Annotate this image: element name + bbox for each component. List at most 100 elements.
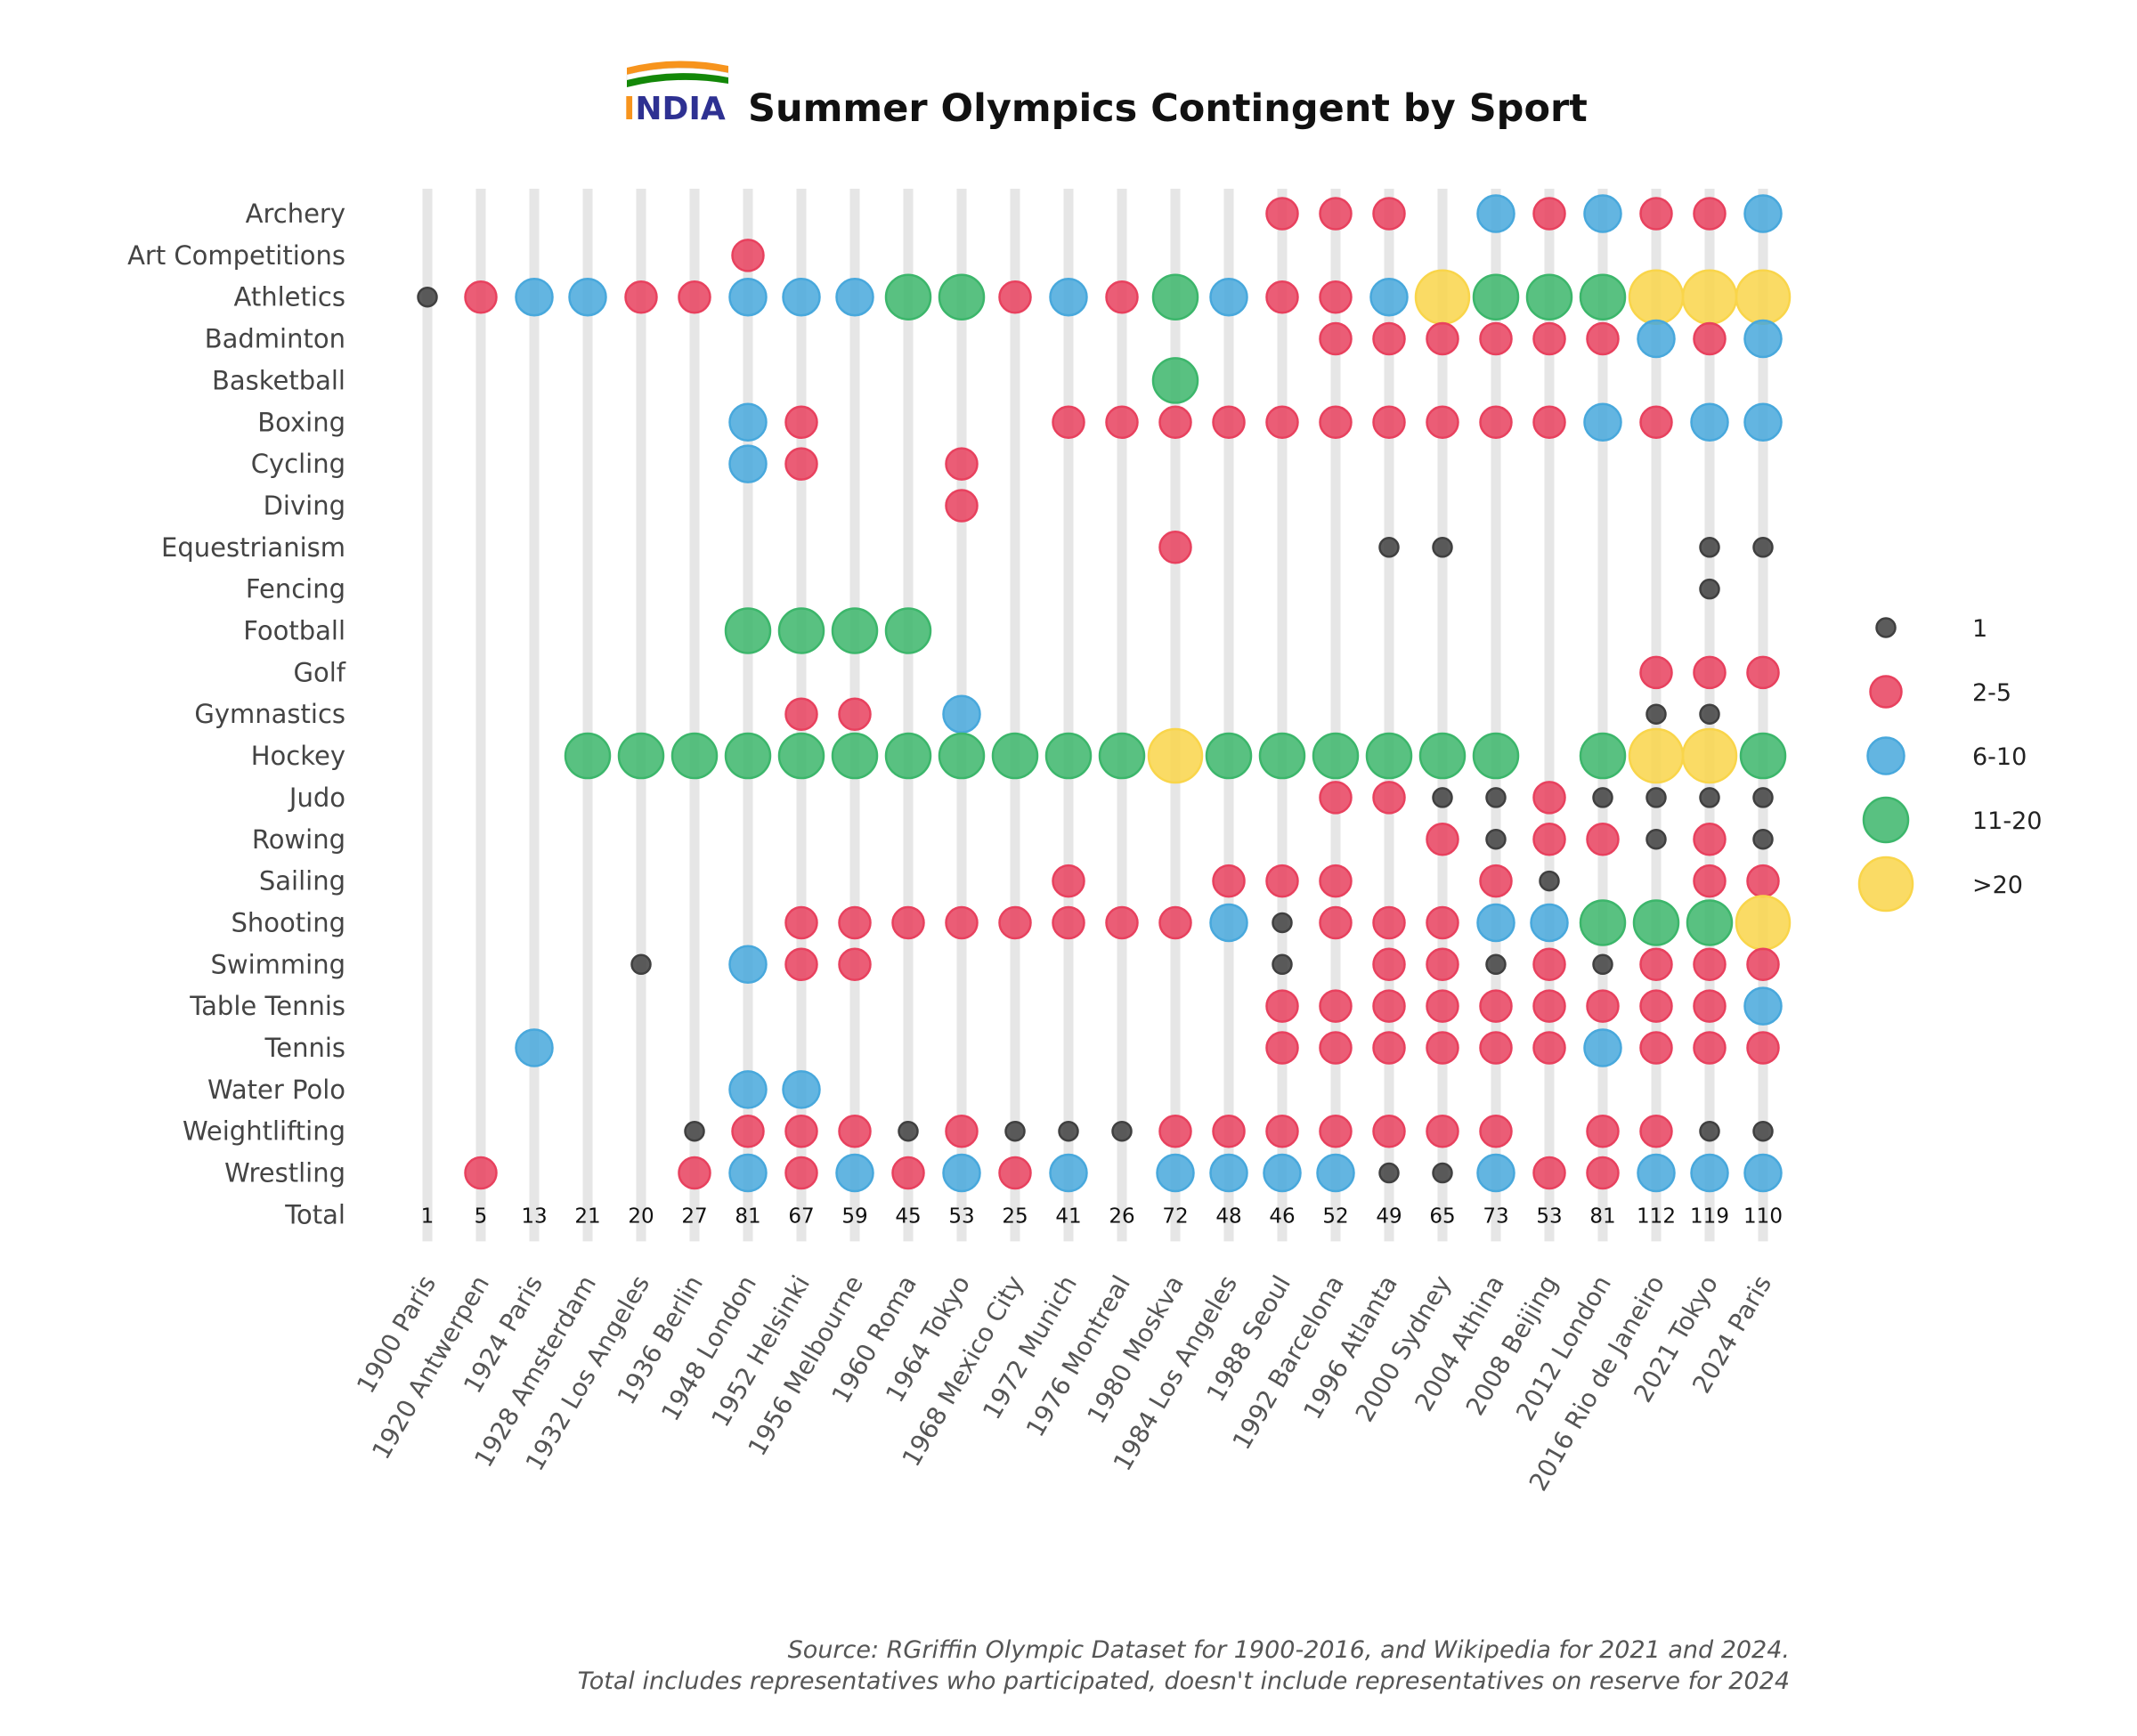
row-label: Boxing [257,407,345,437]
dot [1158,905,1192,940]
india-logo: INDIA [623,61,729,127]
dot [784,697,818,731]
dot [1052,905,1085,940]
dot [945,489,979,523]
total-value: 45 [895,1205,921,1228]
dot [1532,823,1566,856]
row-label: Badminton [205,324,345,354]
dot [784,947,818,982]
row-label: Shooting [232,907,346,937]
total-value: 53 [1536,1205,1562,1228]
dot [1639,405,1673,439]
source-line: Total includes representatives who parti… [578,1667,1790,1695]
row-label: Cycling [251,449,345,479]
chart-title: Summer Olympics Contingent by Sport [748,86,1588,131]
dot [1686,899,1734,946]
dot [1693,1031,1727,1065]
dot [1637,1153,1676,1193]
dot [1693,197,1727,231]
dot [1532,197,1566,231]
dot [1426,823,1459,856]
dot [1699,537,1720,558]
row-label: Football [243,616,345,646]
dot [831,607,879,654]
dot [1472,273,1520,320]
dot [1209,277,1248,317]
dot [1151,273,1199,320]
dot [1532,989,1566,1023]
dot [1432,1162,1453,1184]
dot [728,1070,768,1109]
dot [945,447,979,481]
total-value: 27 [681,1205,707,1228]
total-value: 5 [475,1205,488,1228]
dot [1052,864,1085,898]
legend-swatch [1866,736,1905,775]
row-label: Art Competitions [127,240,345,271]
dot [1432,537,1453,558]
dot [1586,823,1620,856]
dot [1586,1114,1620,1148]
dot [1639,197,1673,231]
dot [1426,321,1459,356]
dot [1418,732,1467,780]
dot [1319,197,1353,231]
dot [1479,1031,1513,1065]
dot [1639,947,1673,982]
logo-letter: A [701,91,726,127]
dot [942,694,981,734]
dot [1265,864,1299,898]
dot [1049,1153,1088,1193]
row-label: Judo [288,783,345,813]
dot [1044,732,1093,780]
dot [1693,947,1727,982]
dot [1532,1031,1566,1065]
dot [1372,1031,1406,1065]
dot [1372,905,1406,940]
dot [1049,277,1088,317]
dot [1586,321,1620,356]
dot [1752,537,1774,558]
dot [1426,905,1459,940]
dot [1699,787,1720,808]
dot [1485,829,1507,850]
dot [1265,405,1299,439]
total-value: 48 [1215,1205,1241,1228]
dot [835,277,874,317]
dot [1485,787,1507,808]
dot [1212,1114,1246,1148]
row-label: Equestrianism [161,532,345,563]
total-value: 53 [948,1205,974,1228]
dot [1272,953,1293,976]
dot [784,405,818,439]
total-value: 72 [1162,1205,1188,1228]
dot [1579,899,1627,946]
dot [1681,727,1738,784]
total-value: 81 [735,1205,760,1228]
row-label: Diving [264,491,345,521]
dot [891,1156,925,1190]
dot [1372,947,1406,982]
total-value: 46 [1269,1205,1295,1228]
row-label: Total [284,1199,345,1229]
dot [1426,405,1459,439]
dot [884,732,932,780]
dot [1378,537,1400,558]
dot [1426,989,1459,1023]
dot [728,945,768,985]
dot [1319,1031,1353,1065]
row-label: Gymnastics [194,699,345,729]
source-line: Source: RGriffin Olympic Dataset for 190… [788,1636,1790,1664]
dot [1752,1120,1774,1142]
dot [1743,986,1783,1026]
dot [1586,989,1620,1023]
row-label: Basketball [212,365,345,395]
dot [884,607,932,654]
dot [1058,1120,1079,1142]
dot [1699,578,1720,600]
dot [724,607,772,654]
dot [1532,781,1566,815]
dot [938,273,986,320]
dot [684,1120,705,1142]
